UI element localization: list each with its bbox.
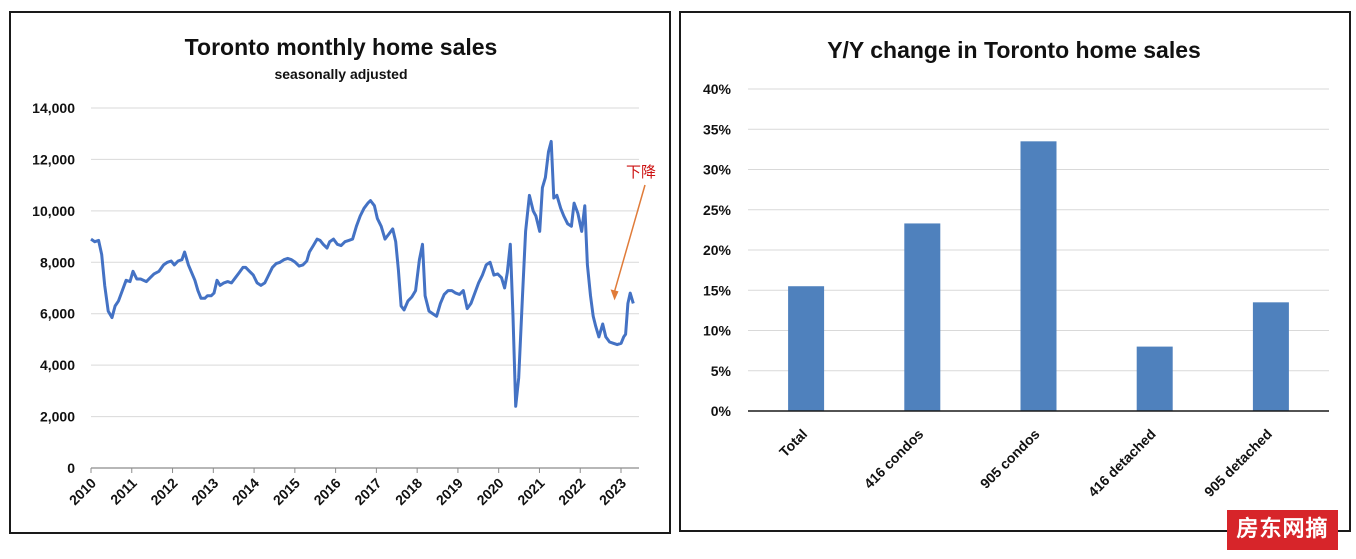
bar bbox=[1020, 141, 1057, 411]
bar bbox=[1136, 346, 1173, 411]
y-tick-label: 35% bbox=[703, 121, 732, 137]
x-tick-label: 2015 bbox=[270, 475, 303, 508]
category-label: 905 condos bbox=[977, 426, 1043, 492]
line-chart: Toronto monthly home sales seasonally ad… bbox=[32, 34, 656, 508]
y-tick-label: 10% bbox=[703, 323, 732, 339]
x-tick-label: 2014 bbox=[229, 475, 262, 508]
y-tick-label: 20% bbox=[703, 242, 732, 258]
y-tick-label: 30% bbox=[703, 162, 732, 178]
x-tick-label: 2020 bbox=[473, 475, 506, 508]
category-label: 905 detached bbox=[1201, 426, 1275, 500]
annotation-label: 下降 bbox=[626, 164, 656, 181]
bar bbox=[904, 223, 941, 411]
y-tick-label: 8,000 bbox=[40, 254, 75, 270]
bar bbox=[788, 286, 825, 411]
x-tick-label: 2023 bbox=[596, 475, 629, 508]
y-tick-label: 10,000 bbox=[32, 203, 75, 219]
bar-chart-panel: Y/Y change in Toronto home sales 0% 5% 10%… bbox=[679, 11, 1351, 532]
x-tick-label: 2013 bbox=[188, 475, 221, 508]
x-tick-label: 2022 bbox=[555, 475, 588, 508]
x-tick-label: 2011 bbox=[107, 475, 140, 508]
chart-subtitle: seasonally adjusted bbox=[274, 66, 407, 82]
x-tick-label: 2017 bbox=[351, 475, 384, 508]
annotation-arrow bbox=[613, 184, 646, 292]
watermark-logo: 房东网摘 bbox=[1227, 510, 1338, 550]
annotation-arrowhead bbox=[610, 289, 619, 301]
x-tick-label: 2018 bbox=[392, 475, 425, 508]
category-label: 416 condos bbox=[861, 426, 927, 492]
x-tick-label: 2012 bbox=[147, 475, 180, 508]
category-label: 416 detached bbox=[1085, 426, 1159, 500]
x-tick-label: 2021 bbox=[514, 475, 547, 508]
chart-title: Y/Y change in Toronto home sales bbox=[827, 37, 1201, 63]
y-tick-label: 25% bbox=[703, 202, 732, 218]
x-tick-label: 2019 bbox=[433, 475, 466, 508]
x-tick-label: 2016 bbox=[310, 475, 343, 508]
y-tick-label: 0% bbox=[711, 403, 732, 419]
line-chart-panel: Toronto monthly home sales seasonally ad… bbox=[9, 11, 671, 534]
y-tick-label: 12,000 bbox=[32, 151, 75, 167]
y-tick-label: 15% bbox=[703, 282, 732, 298]
y-tick-label: 14,000 bbox=[32, 100, 75, 116]
y-tick-label: 2,000 bbox=[40, 409, 75, 425]
bar-chart: Y/Y change in Toronto home sales 0% 5% 10%… bbox=[703, 37, 1329, 500]
bar bbox=[1252, 302, 1289, 411]
y-tick-label: 40% bbox=[703, 81, 732, 97]
y-tick-label: 0 bbox=[67, 460, 75, 476]
y-tick-label: 5% bbox=[711, 363, 732, 379]
series-line bbox=[90, 139, 635, 408]
category-label: Total bbox=[776, 426, 810, 460]
y-tick-label: 6,000 bbox=[40, 306, 75, 322]
chart-title: Toronto monthly home sales bbox=[185, 34, 498, 60]
x-tick-label: 2010 bbox=[66, 475, 99, 508]
y-tick-label: 4,000 bbox=[40, 357, 75, 373]
